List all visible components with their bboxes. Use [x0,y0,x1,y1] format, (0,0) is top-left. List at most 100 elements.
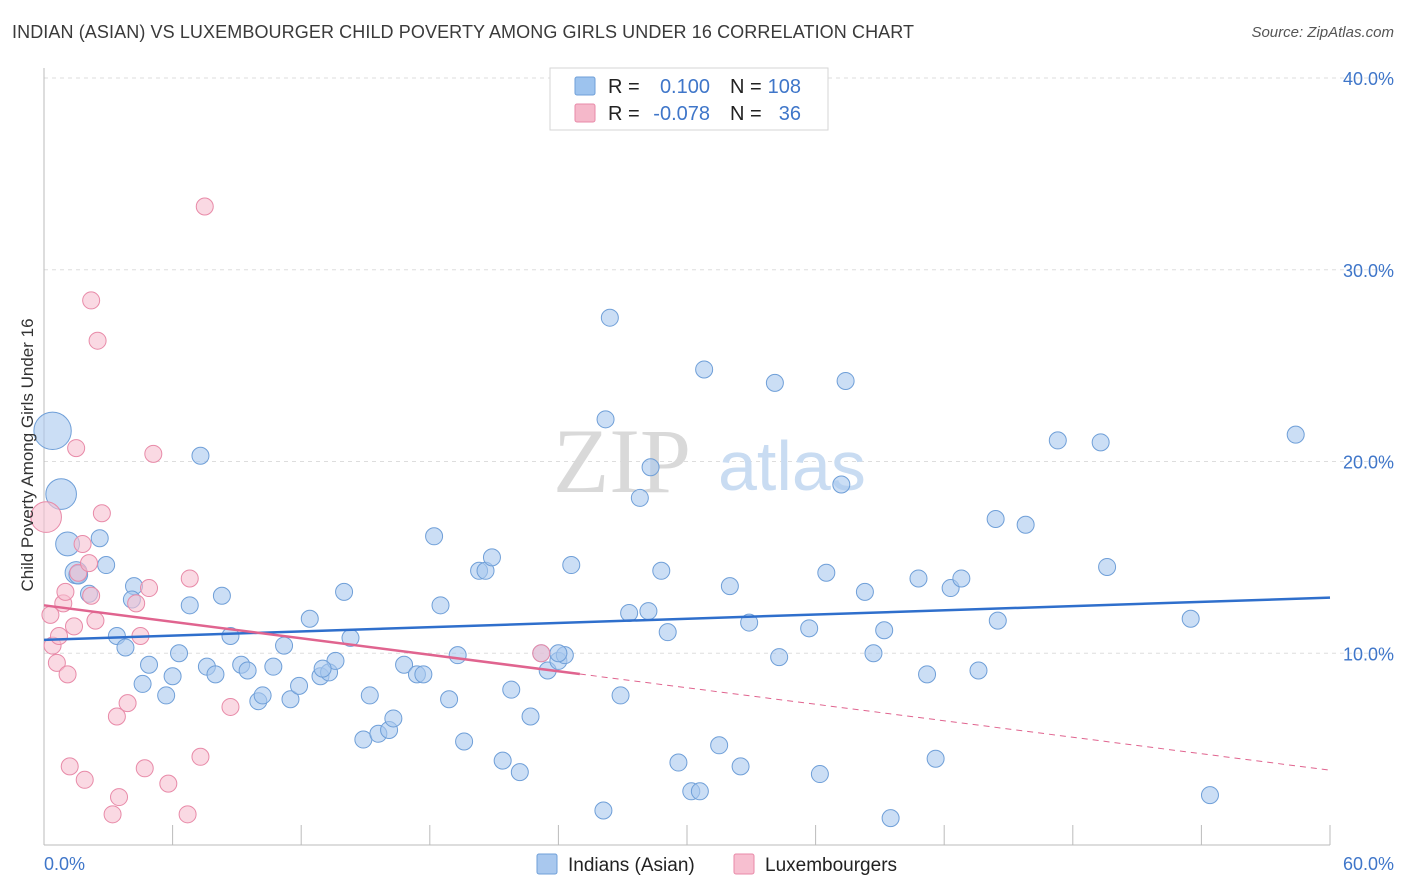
point-luxembourgers [103,805,122,824]
y-tick-label: 30.0% [1343,261,1394,281]
point-indians-asian [275,636,294,655]
legend-r-value-pink: -0.078 [653,103,710,125]
point-indians-asian [1048,431,1067,450]
axes: 10.0% 20.0% 30.0% 40.0% [43,68,1394,846]
point-indians-asian [1091,433,1110,452]
point-indians-asian [731,757,750,776]
point-indians-asian [253,686,272,705]
point-indians-asian [45,478,77,510]
point-indians-asian [952,569,971,588]
point-luxembourgers [140,579,159,598]
point-luxembourgers [195,197,214,216]
point-indians-asian [90,529,109,548]
point-indians-asian [425,527,444,546]
trend-line-luxembourgers [43,604,580,676]
legend-r-label-2: R = [608,103,640,125]
y-axis-label: Child Poverty Among Girls Under 16 [18,318,37,591]
point-luxembourgers [88,331,107,350]
point-indians-asian [212,586,231,605]
point-indians-asian [926,749,945,768]
point-luxembourgers [82,586,101,605]
point-indians-asian [482,548,501,567]
point-indians-asian [720,577,739,596]
point-luxembourgers [80,554,99,573]
point-indians-asian [740,613,759,632]
point-indians-asian [335,582,354,601]
point-indians-asian [360,686,379,705]
bottom-legend-swatch-blue [536,853,558,875]
point-luxembourgers [191,747,210,766]
point-indians-asian [690,782,709,801]
point-luxembourgers [110,788,129,807]
legend-r-label: R = [608,76,640,98]
legend-swatch-pink [574,103,596,123]
legend-n-label: N = [730,76,762,98]
legend-r-value-blue: 0.100 [660,76,710,98]
point-luxembourgers [92,504,111,523]
point-indians-asian [521,707,540,726]
trend-line-luxembourgers-projection [579,673,1331,771]
point-indians-asian [493,751,512,770]
x-tick-label-max: 60.0% [1343,854,1394,874]
point-luxembourgers [75,770,94,789]
point-indians-asian [596,410,615,429]
point-luxembourgers [60,757,79,776]
point-indians-asian [440,690,459,709]
trend-lines [43,596,1331,771]
legend-n-value-blue: 108 [768,76,801,98]
point-indians-asian [909,569,928,588]
y-tick-label: 10.0% [1343,644,1394,664]
point-indians-asian [170,644,189,663]
point-indians-asian [502,680,521,699]
point-indians-asian [384,709,403,728]
point-indians-asian [810,765,829,784]
point-indians-asian [658,623,677,642]
point-indians-asian [969,661,988,680]
watermark-atlas: atlas [718,427,866,505]
point-indians-asian [140,655,159,674]
point-indians-asian [817,563,836,582]
point-indians-asian [986,510,1005,529]
point-luxembourgers [127,594,146,613]
point-luxembourgers [135,759,154,778]
point-indians-asian [116,638,135,657]
point-indians-asian [1200,786,1219,805]
point-luxembourgers [221,697,240,716]
point-luxembourgers [180,569,199,588]
legend: R = 0.100 N = 108 R = -0.078 N = 36 [549,67,829,131]
point-luxembourgers [47,653,66,672]
point-indians-asian [630,488,649,507]
legend-n-label-2: N = [730,103,762,125]
point-luxembourgers [73,534,92,553]
point-indians-asian [395,655,414,674]
point-indians-asian [97,556,116,575]
point-indians-asian [281,690,300,709]
point-indians-asian [549,644,568,663]
point-indians-asian [1016,515,1035,534]
point-indians-asian [875,621,894,640]
y-tick-label: 20.0% [1343,453,1394,473]
watermark-zip: ZIP [553,410,691,512]
point-indians-asian [881,809,900,828]
point-luxembourgers [82,291,101,310]
point-indians-asian [1181,609,1200,628]
point-indians-asian [431,596,450,615]
point-indians-asian [600,308,619,327]
point-indians-asian [414,665,433,684]
point-indians-asian [510,763,529,782]
point-indians-asian [836,371,855,390]
trend-line-indians-asian [43,596,1331,642]
bottom-legend-label-blue: Indians (Asian) [568,855,695,876]
point-luxembourgers [65,617,84,636]
point-indians-asian [300,609,319,628]
point-indians-asian [855,582,874,601]
point-indians-asian [33,411,72,451]
point-indians-asian [1098,557,1117,576]
point-indians-asian [918,665,937,684]
point-indians-asian [770,648,789,667]
point-indians-asian [206,665,225,684]
point-luxembourgers [107,707,126,726]
point-indians-asian [611,686,630,705]
point-indians-asian [133,674,152,693]
